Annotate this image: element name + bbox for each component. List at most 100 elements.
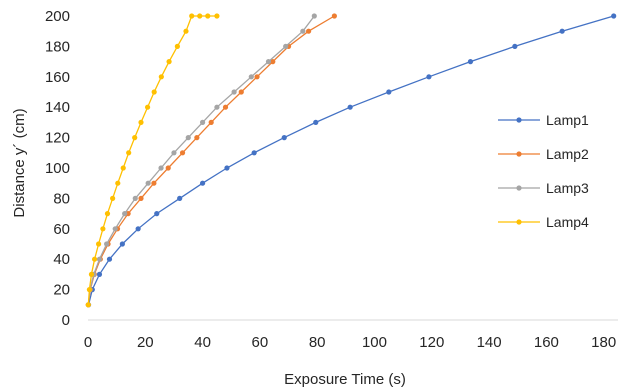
y-tick-label: 180 xyxy=(45,38,70,55)
y-tick-label: 60 xyxy=(53,221,70,238)
legend-swatch-marker xyxy=(516,219,522,225)
data-point xyxy=(611,13,617,19)
data-point xyxy=(194,135,200,141)
data-point xyxy=(248,74,254,80)
data-point xyxy=(467,59,474,65)
x-tick-label: 0 xyxy=(84,334,92,351)
data-point xyxy=(132,195,138,201)
series-lamp1 xyxy=(85,13,617,308)
data-point xyxy=(135,226,141,232)
data-point xyxy=(305,28,312,34)
data-point xyxy=(174,43,180,50)
y-tick-label: 120 xyxy=(45,130,70,147)
x-tick-label: 100 xyxy=(362,334,387,351)
data-point xyxy=(126,150,132,156)
data-point xyxy=(96,271,103,277)
y-tick-label: 200 xyxy=(45,8,70,25)
data-point xyxy=(91,256,98,262)
data-point xyxy=(158,74,164,80)
x-tick-labels: 0 20 40 60 80 100 120 140 160 180 xyxy=(84,334,616,351)
data-point xyxy=(512,43,518,50)
data-point xyxy=(151,89,157,95)
x-tick-label: 40 xyxy=(194,334,211,351)
data-point xyxy=(281,135,287,141)
data-point xyxy=(158,165,164,171)
data-point xyxy=(106,256,113,262)
data-point xyxy=(222,104,229,110)
data-point xyxy=(138,195,144,201)
data-point xyxy=(166,59,172,65)
series-layer xyxy=(85,13,617,308)
data-point xyxy=(144,104,151,110)
x-tick-label: 140 xyxy=(477,334,502,351)
x-tick-label: 80 xyxy=(309,334,326,351)
data-point xyxy=(331,13,337,19)
y-tick-label: 80 xyxy=(53,190,70,207)
data-point xyxy=(185,135,191,141)
y-tick-label: 140 xyxy=(45,99,70,116)
data-point xyxy=(251,150,257,156)
data-point xyxy=(189,13,195,19)
data-point xyxy=(231,89,237,95)
legend-swatch-marker xyxy=(516,117,522,123)
data-point xyxy=(177,195,183,201)
data-point xyxy=(96,241,102,247)
legend-label: Lamp3 xyxy=(546,180,589,196)
y-tick-label: 100 xyxy=(45,160,70,177)
data-point xyxy=(254,74,260,80)
x-tick-label: 160 xyxy=(534,334,559,351)
legend-item: Lamp2 xyxy=(498,146,589,162)
data-point xyxy=(88,271,95,277)
data-point xyxy=(300,28,306,34)
data-point xyxy=(122,211,128,217)
y-tick-label: 0 xyxy=(62,312,70,329)
data-point xyxy=(100,226,106,232)
data-point xyxy=(179,150,186,156)
data-point xyxy=(183,28,189,34)
data-point xyxy=(313,119,319,125)
data-point xyxy=(208,119,214,125)
plot-area: 0 20 40 60 80 100 120 140 160 180 0 20 40 60 80 100 120… xyxy=(45,8,618,351)
legend-item: Lamp1 xyxy=(498,112,589,128)
data-point xyxy=(115,180,121,186)
legend-item: Lamp3 xyxy=(498,180,589,196)
data-point xyxy=(283,43,289,50)
data-point xyxy=(265,59,272,65)
x-tick-label: 180 xyxy=(591,334,616,351)
data-point xyxy=(104,241,110,247)
y-tick-label: 160 xyxy=(45,69,70,86)
series-line xyxy=(87,15,315,305)
data-point xyxy=(132,135,138,141)
data-point xyxy=(112,226,118,232)
legend-box xyxy=(490,98,613,244)
data-point xyxy=(311,13,317,19)
series-line xyxy=(87,15,614,305)
data-point xyxy=(96,256,103,262)
data-point xyxy=(85,302,91,308)
data-point xyxy=(104,211,111,217)
x-tick-label: 20 xyxy=(137,334,154,351)
series-lamp4 xyxy=(85,13,220,308)
legend-swatch-marker xyxy=(516,151,522,157)
data-point xyxy=(86,287,93,293)
data-point xyxy=(145,180,151,186)
legend-label: Lamp4 xyxy=(546,214,589,230)
data-point xyxy=(205,13,211,19)
data-point xyxy=(119,241,125,247)
data-point xyxy=(426,74,432,80)
data-point xyxy=(110,195,116,201)
data-point xyxy=(214,13,220,19)
data-point xyxy=(120,165,126,171)
data-point xyxy=(197,13,203,19)
data-point xyxy=(151,180,157,186)
data-point xyxy=(199,180,206,186)
y-tick-label: 20 xyxy=(53,282,70,299)
legend-label: Lamp2 xyxy=(546,146,589,162)
y-axis-title: Distance y´ (cm) xyxy=(11,108,28,217)
data-point xyxy=(165,165,171,171)
y-tick-label: 40 xyxy=(53,251,70,268)
data-point xyxy=(559,28,565,34)
data-point xyxy=(224,165,230,171)
x-tick-label: 60 xyxy=(252,334,269,351)
